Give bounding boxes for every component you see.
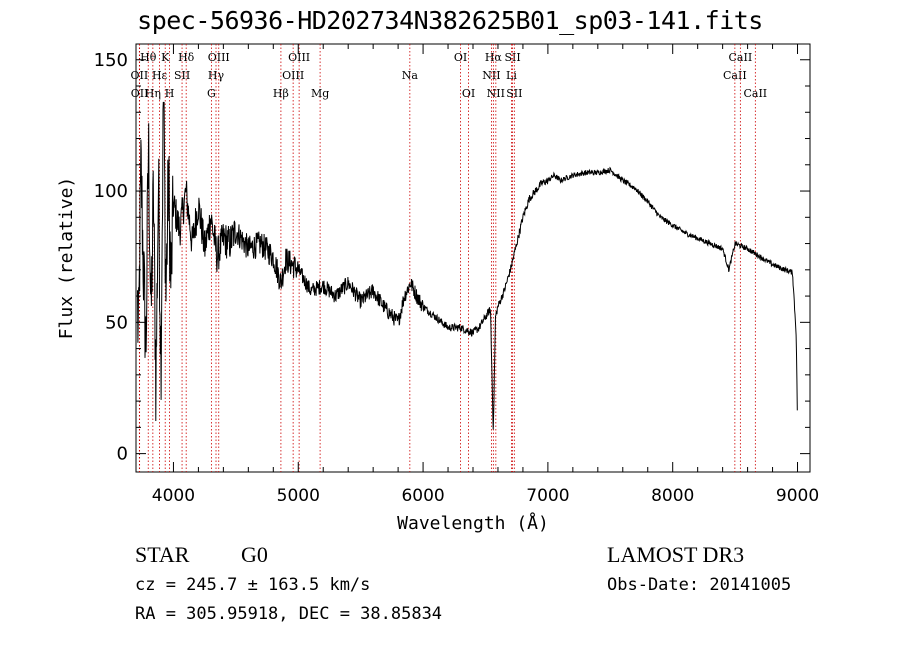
x-tick-label-6000: 6000 [401, 486, 444, 506]
x-tick-label-7000: 7000 [526, 486, 569, 506]
velocity-readout: cz = 245.7 ± 163.5 km/s [135, 575, 371, 595]
y-tick-label-0: 0 [117, 444, 128, 465]
marker-label-oiii-5007: OIII [288, 51, 310, 64]
marker-label-caii-8662: CaII [743, 87, 767, 100]
x-tick-label-8000: 8000 [651, 486, 694, 506]
marker-label-hα-6563: Hα [485, 51, 503, 64]
marker-label-hβ-4861: Hβ [273, 87, 289, 100]
marker-label-caii-8542: CaII [729, 51, 753, 64]
marker-label-hδ-4102: Hδ [178, 51, 195, 64]
marker-label-sii-4069: SII [174, 69, 190, 82]
marker-label-g-4304: G [207, 87, 216, 100]
y-tick-label-150: 150 [94, 50, 128, 71]
survey-name: LAMOST DR3 [607, 542, 745, 567]
object-subclass: G0 [241, 542, 268, 567]
marker-label-caii-8498: CaII [723, 69, 747, 82]
y-tick-label-100: 100 [94, 181, 128, 202]
spectrum-line [137, 101, 798, 430]
x-tick-label-9000: 9000 [776, 486, 819, 506]
x-axis-label: Wavelength (Å) [397, 512, 549, 534]
marker-label-na-5894: Na [402, 69, 419, 82]
object-class: STAR [135, 542, 190, 567]
y-tick-label-50: 50 [105, 312, 128, 333]
marker-label-li-6708: Li [506, 69, 517, 82]
marker-label-k-3934: K [161, 51, 170, 64]
marker-label-h-3969: H [165, 87, 175, 100]
marker-label-oi-6364: OI [462, 87, 475, 100]
coordinates: RA = 305.95918, DEC = 38.85834 [135, 604, 443, 624]
marker-label-oi-6300: OI [454, 51, 467, 64]
obs-date: Obs-Date: 20141005 [607, 575, 792, 595]
plot-frame [135, 43, 811, 473]
x-tick-label-4000: 4000 [152, 486, 195, 506]
x-tick-label-5000: 5000 [277, 486, 320, 506]
chart-title: spec-56936-HD202734N382625B01_sp03-141.f… [137, 6, 763, 35]
marker-label-mg-5175: Mg [311, 87, 329, 100]
marker-label-nii-6583: NII [487, 87, 505, 100]
marker-label-oiii-4959: OIII [282, 69, 304, 82]
marker-label-hη-3835: Hη [145, 87, 161, 100]
marker-label-hθ-3798: Hθ [140, 51, 157, 64]
marker-label-sii-6731: SII [506, 87, 522, 100]
marker-label-oii-3729: OII [131, 87, 149, 100]
marker-label-oiii-4363: OIII [208, 51, 230, 64]
y-axis-label: Flux (relative) [56, 177, 77, 340]
marker-label-hγ-4341: Hγ [208, 69, 225, 82]
marker-label-hε-3889: Hε [152, 69, 168, 82]
marker-label-sii-6717: SII [504, 51, 520, 64]
marker-label-nii-6548: NII [482, 69, 500, 82]
